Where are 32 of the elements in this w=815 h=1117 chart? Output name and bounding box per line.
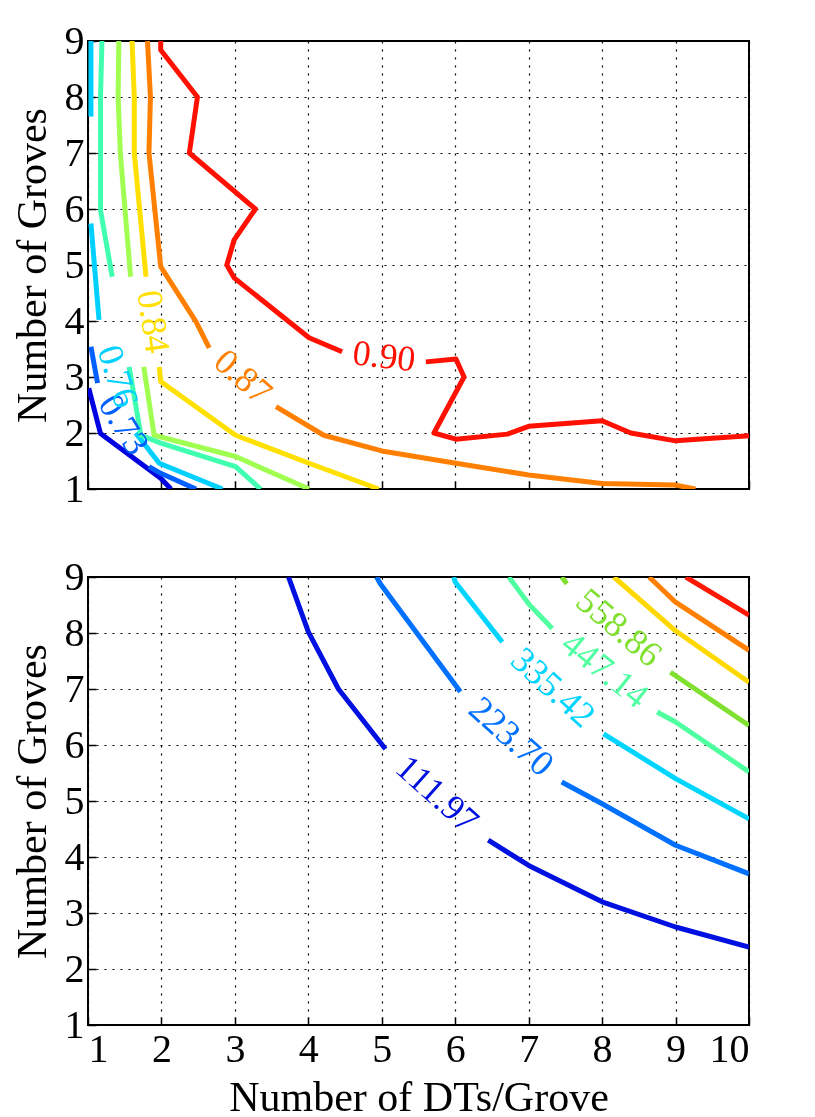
y-tick-label: 2 [64, 409, 85, 455]
x-tick-label: 10 [709, 1025, 750, 1071]
x-tick-label: 5 [372, 1025, 393, 1071]
y-tick-label: 6 [64, 185, 85, 231]
y-tick-label: 7 [64, 129, 85, 175]
x-axis-title: Number of DTs/Grove [229, 1073, 609, 1117]
text: 0.90 [350, 332, 418, 380]
y-axis-title: Number of Groves [8, 644, 55, 959]
y-tick-label: 7 [64, 665, 85, 711]
text: 0.84 [129, 287, 178, 356]
y-tick-label: 2 [64, 945, 85, 991]
y-tick-label: 5 [64, 777, 85, 823]
y-tick-label: 9 [64, 17, 85, 63]
y-tick-label: 5 [64, 241, 85, 287]
x-tick-label: 6 [445, 1025, 466, 1071]
x-tick-label: 7 [519, 1025, 540, 1071]
x-tick-label: 4 [298, 1025, 319, 1071]
y-tick-label: 8 [64, 609, 85, 655]
y-tick-label: 9 [64, 553, 85, 599]
y-axis-title: Number of Groves [8, 108, 55, 423]
x-tick-label: 2 [151, 1025, 172, 1071]
y-tick-label: 4 [64, 833, 85, 879]
y-tick-label: 1 [64, 465, 85, 511]
y-tick-label: 3 [64, 889, 85, 935]
y-tick-label: 8 [64, 73, 85, 119]
y-tick-label: 4 [64, 297, 85, 343]
text: 0.87 [206, 340, 281, 413]
y-tick-label: 6 [64, 721, 85, 767]
x-tick-label: 9 [666, 1025, 687, 1071]
x-tick-label: 8 [592, 1025, 613, 1071]
y-tick-label: 3 [64, 353, 85, 399]
x-tick-label: 3 [225, 1025, 246, 1071]
